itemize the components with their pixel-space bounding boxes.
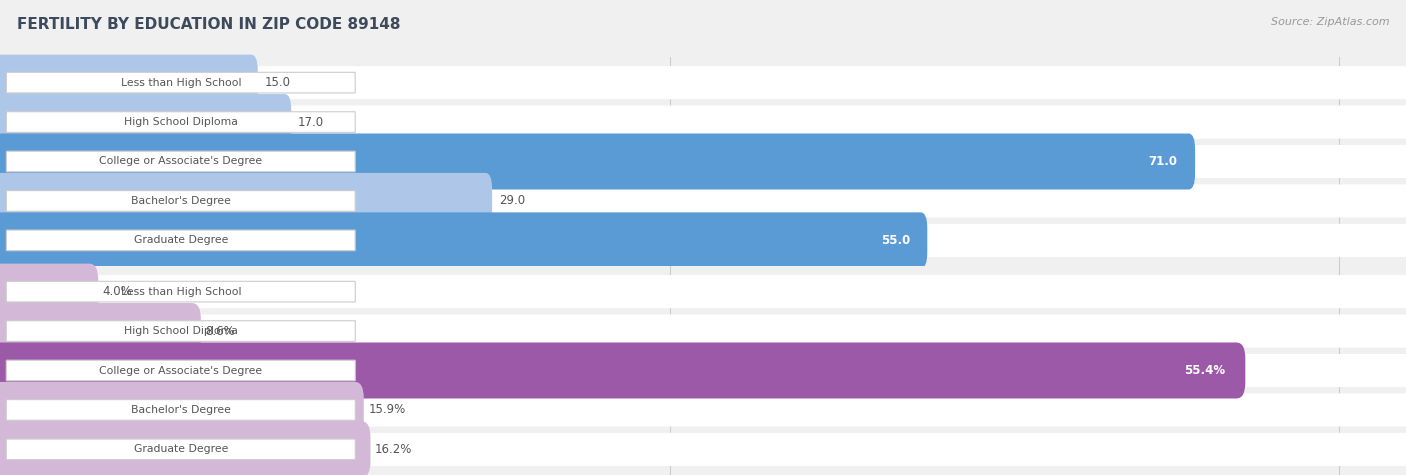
- FancyBboxPatch shape: [6, 321, 356, 342]
- Text: 15.0: 15.0: [264, 76, 291, 89]
- Text: 4.0%: 4.0%: [103, 285, 132, 298]
- FancyBboxPatch shape: [7, 72, 356, 93]
- FancyBboxPatch shape: [0, 303, 201, 359]
- Text: 29.0: 29.0: [499, 194, 524, 208]
- Text: 16.2%: 16.2%: [375, 443, 412, 456]
- Text: 55.4%: 55.4%: [1184, 364, 1226, 377]
- Text: Source: ZipAtlas.com: Source: ZipAtlas.com: [1271, 17, 1389, 27]
- Text: 8.6%: 8.6%: [205, 324, 235, 338]
- FancyBboxPatch shape: [0, 105, 1406, 139]
- FancyBboxPatch shape: [6, 399, 356, 420]
- Text: 15.9%: 15.9%: [368, 403, 405, 417]
- Text: Graduate Degree: Graduate Degree: [134, 445, 228, 455]
- Text: High School Diploma: High School Diploma: [124, 326, 238, 336]
- FancyBboxPatch shape: [6, 281, 356, 302]
- FancyBboxPatch shape: [0, 224, 1406, 257]
- FancyBboxPatch shape: [0, 145, 1406, 178]
- Text: Bachelor's Degree: Bachelor's Degree: [131, 405, 231, 415]
- FancyBboxPatch shape: [0, 354, 1406, 387]
- Text: Graduate Degree: Graduate Degree: [134, 236, 228, 246]
- Text: High School Diploma: High School Diploma: [124, 117, 238, 127]
- Text: College or Associate's Degree: College or Associate's Degree: [100, 365, 263, 376]
- Text: FERTILITY BY EDUCATION IN ZIP CODE 89148: FERTILITY BY EDUCATION IN ZIP CODE 89148: [17, 17, 401, 32]
- FancyBboxPatch shape: [0, 433, 1406, 466]
- FancyBboxPatch shape: [6, 360, 356, 381]
- FancyBboxPatch shape: [7, 190, 356, 211]
- FancyBboxPatch shape: [7, 151, 356, 172]
- FancyBboxPatch shape: [0, 382, 364, 438]
- FancyBboxPatch shape: [0, 421, 370, 475]
- FancyBboxPatch shape: [0, 342, 1246, 399]
- Text: College or Associate's Degree: College or Associate's Degree: [100, 156, 263, 167]
- FancyBboxPatch shape: [0, 212, 928, 268]
- Text: 17.0: 17.0: [298, 115, 323, 129]
- FancyBboxPatch shape: [0, 66, 1406, 99]
- Text: Less than High School: Less than High School: [121, 286, 240, 296]
- FancyBboxPatch shape: [0, 184, 1406, 218]
- FancyBboxPatch shape: [0, 173, 492, 229]
- Text: Less than High School: Less than High School: [121, 77, 240, 87]
- FancyBboxPatch shape: [7, 230, 356, 251]
- FancyBboxPatch shape: [0, 264, 98, 320]
- FancyBboxPatch shape: [0, 55, 257, 111]
- FancyBboxPatch shape: [7, 112, 356, 133]
- FancyBboxPatch shape: [0, 314, 1406, 348]
- FancyBboxPatch shape: [0, 275, 1406, 308]
- Text: Bachelor's Degree: Bachelor's Degree: [131, 196, 231, 206]
- Text: 71.0: 71.0: [1149, 155, 1178, 168]
- Text: 55.0: 55.0: [880, 234, 910, 247]
- FancyBboxPatch shape: [6, 439, 356, 460]
- FancyBboxPatch shape: [0, 393, 1406, 427]
- FancyBboxPatch shape: [0, 94, 291, 150]
- FancyBboxPatch shape: [0, 133, 1195, 190]
